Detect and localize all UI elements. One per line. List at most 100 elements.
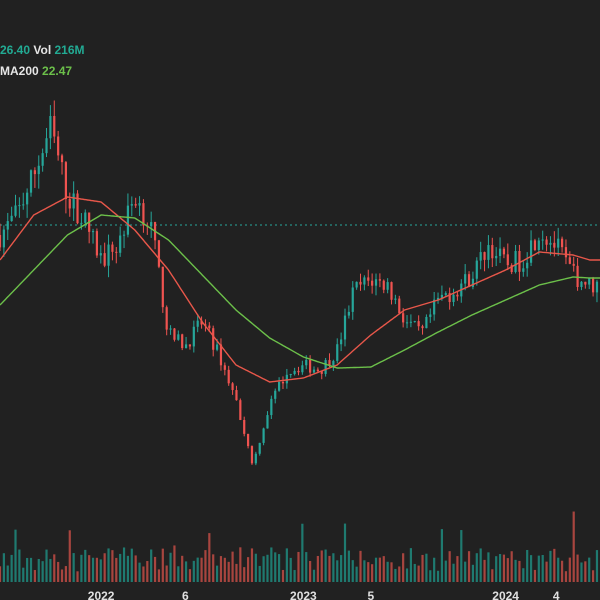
volume-bar — [173, 545, 176, 582]
candle-body — [184, 344, 188, 349]
candle-body — [192, 326, 195, 347]
candle — [76, 190, 79, 225]
candle — [10, 206, 13, 222]
volume-bar — [188, 569, 192, 582]
candle — [413, 320, 416, 323]
candle-body — [258, 442, 261, 454]
candle — [367, 269, 370, 287]
volume-bar — [111, 550, 114, 582]
volume-bar — [157, 569, 161, 582]
volume-bar — [425, 553, 428, 582]
volume-bar — [448, 551, 451, 582]
x-tick-label: 2024 — [492, 589, 519, 600]
candle-body — [595, 281, 599, 293]
volume-bar — [37, 558, 40, 582]
candle — [557, 227, 560, 256]
candle — [572, 256, 575, 272]
volume-bar — [409, 548, 412, 582]
volume-bar — [235, 563, 238, 582]
volume-bar — [479, 548, 482, 582]
candle-body — [580, 281, 583, 287]
candle — [417, 315, 420, 331]
candle — [266, 411, 269, 429]
candle-body — [57, 136, 60, 156]
volume-bar — [343, 523, 347, 582]
volume-bar — [196, 557, 199, 582]
candle — [254, 451, 257, 466]
volume-bar — [126, 555, 130, 582]
volume-bar — [312, 569, 316, 582]
candle — [514, 244, 517, 274]
volume-bar — [498, 554, 502, 582]
candle-body — [433, 299, 436, 315]
candle — [107, 234, 110, 278]
candle-body — [64, 162, 67, 199]
x-tick-label: 2022 — [88, 589, 115, 600]
candle — [184, 336, 188, 349]
candle — [363, 275, 366, 291]
candle-body — [223, 365, 226, 370]
candle — [49, 105, 52, 150]
volume-bar — [134, 555, 137, 582]
volume-bar — [367, 562, 370, 582]
volume-bar — [200, 557, 203, 582]
candle-body — [289, 374, 292, 376]
candle-body — [243, 419, 246, 434]
candle — [60, 153, 64, 175]
volume-bar — [2, 553, 5, 582]
candles — [0, 100, 599, 466]
candle — [591, 276, 595, 297]
volume-bar — [382, 556, 385, 582]
volume-bar — [262, 556, 265, 582]
candle — [212, 325, 215, 357]
candle — [239, 398, 242, 421]
volume-bar — [440, 529, 444, 582]
candle — [467, 271, 471, 288]
candle-body — [312, 369, 316, 373]
candle-body — [502, 248, 506, 255]
candle — [506, 243, 509, 271]
candle-body — [588, 278, 591, 285]
volume-bar — [351, 560, 354, 582]
candle-body — [343, 315, 347, 340]
volume-bar — [324, 549, 327, 582]
candle-body — [84, 212, 87, 223]
candle — [88, 212, 91, 244]
volume-bar — [452, 563, 455, 582]
candle-body — [262, 428, 265, 443]
candle — [386, 278, 389, 294]
candle — [382, 279, 385, 294]
volume-bar — [49, 558, 52, 582]
volume-bar — [595, 550, 599, 582]
candle — [289, 373, 292, 378]
ma200-line — [0, 214, 600, 369]
volume-bar — [533, 569, 537, 582]
volume-bar — [84, 549, 87, 582]
volume-bar — [274, 552, 277, 582]
candle — [223, 362, 226, 376]
candle — [45, 127, 48, 158]
candle-body — [60, 155, 64, 163]
candle — [278, 377, 281, 392]
candle-body — [347, 311, 350, 316]
candle — [398, 295, 401, 315]
candle-body — [444, 293, 447, 295]
candle-body — [467, 274, 471, 287]
x-tick-label: 5 — [367, 589, 374, 600]
volume-bar — [146, 561, 149, 582]
candle-body — [215, 344, 219, 350]
volume-bar — [591, 570, 595, 582]
candle-body — [177, 334, 180, 340]
volume-bar — [150, 549, 153, 582]
candle-body — [564, 247, 568, 258]
candle-body — [479, 252, 482, 261]
candle — [359, 273, 362, 291]
volume-bar — [405, 568, 409, 582]
candle-body — [405, 322, 409, 324]
volume-bar — [413, 563, 416, 582]
candle-body — [413, 321, 416, 323]
moving-averages — [0, 196, 600, 383]
candle-body — [235, 390, 238, 401]
candle-body — [165, 307, 168, 330]
candle-body — [53, 116, 56, 137]
